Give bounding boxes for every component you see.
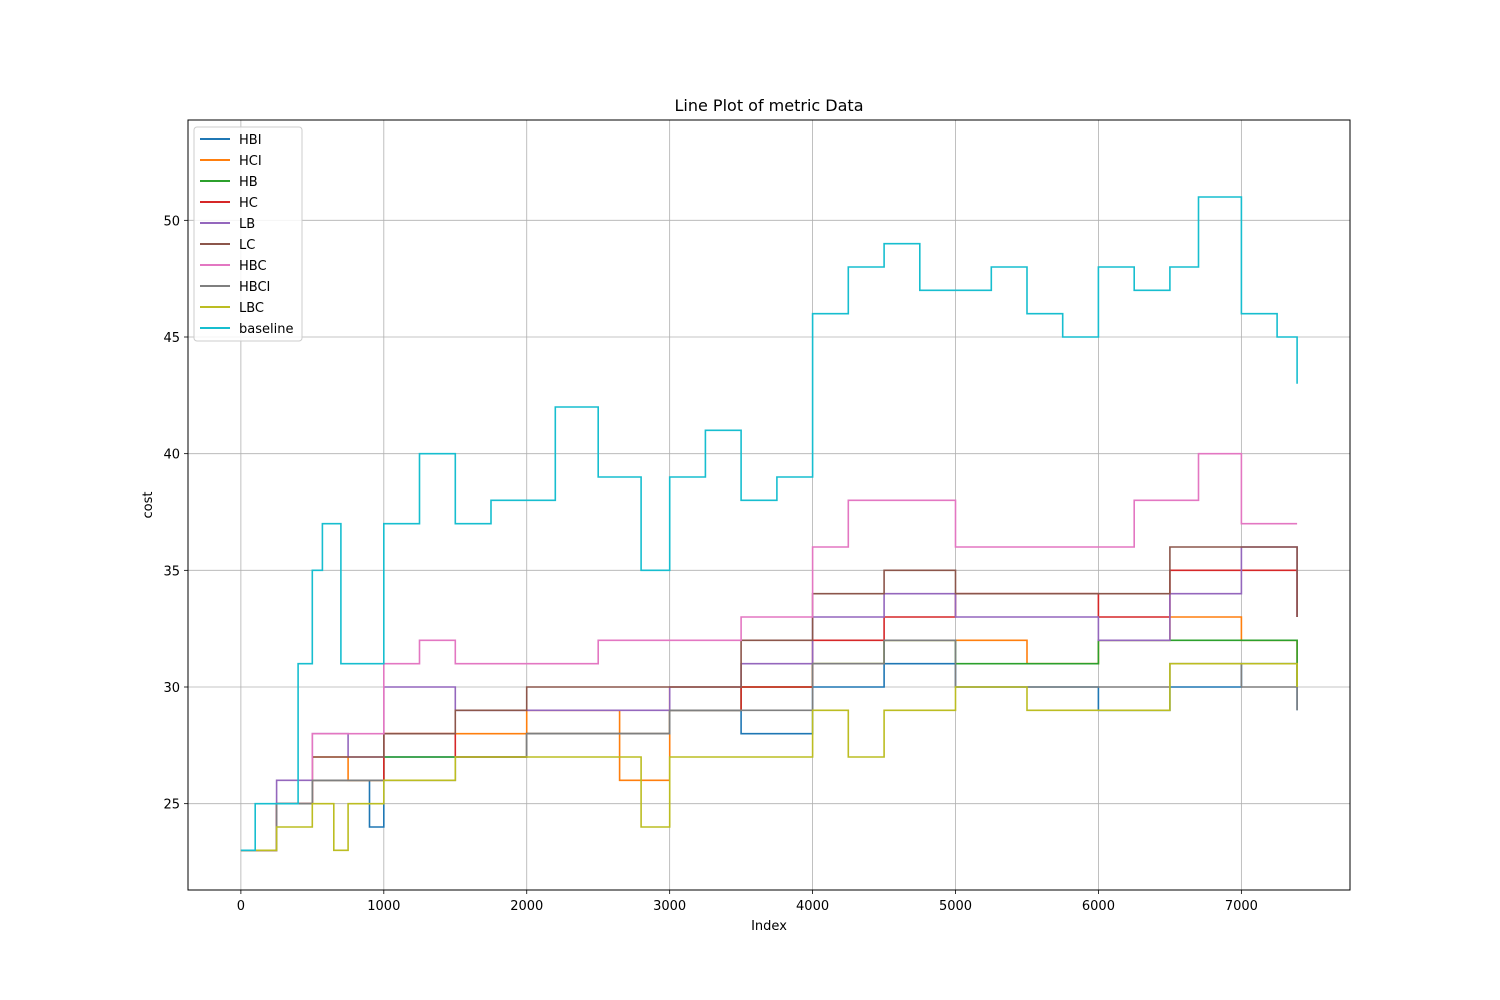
legend-label-lb: LB	[239, 217, 255, 232]
x-tick-label: 4000	[796, 899, 829, 914]
legend-label-hbci: HBCI	[239, 280, 270, 295]
legend-label-hc: HC	[239, 196, 258, 211]
y-tick-label: 35	[163, 564, 180, 579]
x-tick-label: 5000	[939, 899, 972, 914]
legend-label-hb: HB	[239, 175, 258, 190]
x-tick-label: 7000	[1225, 899, 1258, 914]
legend-label-hci: HCI	[239, 154, 262, 169]
x-tick-label: 0	[237, 899, 245, 914]
x-tick-label: 1000	[367, 899, 400, 914]
y-axis-label: cost	[141, 492, 156, 519]
y-tick-label: 30	[163, 681, 180, 696]
y-axis-ticks: 25 30 35 40 45 50	[163, 214, 188, 812]
plot-area	[188, 120, 1350, 890]
x-tick-label: 3000	[653, 899, 686, 914]
y-tick-label: 25	[163, 798, 180, 813]
legend-label-lbc: LBC	[239, 301, 264, 316]
legend-label-lc: LC	[239, 238, 255, 253]
legend: HBI HCI HB HC LB LC HBC HBCI LBC baseline	[194, 127, 302, 341]
x-axis-label: Index	[751, 919, 787, 934]
x-tick-label: 6000	[1082, 899, 1115, 914]
x-tick-label: 2000	[510, 899, 543, 914]
y-tick-label: 45	[163, 331, 180, 346]
legend-label-baseline: baseline	[239, 322, 293, 337]
x-axis-ticks: 0 1000 2000 3000 4000 5000 6000 7000	[237, 890, 1258, 914]
y-tick-label: 40	[163, 448, 180, 463]
legend-label-hbc: HBC	[239, 259, 267, 274]
legend-label-hbi: HBI	[239, 133, 262, 148]
chart-title: Line Plot of metric Data	[675, 96, 864, 115]
y-tick-label: 50	[163, 214, 180, 229]
